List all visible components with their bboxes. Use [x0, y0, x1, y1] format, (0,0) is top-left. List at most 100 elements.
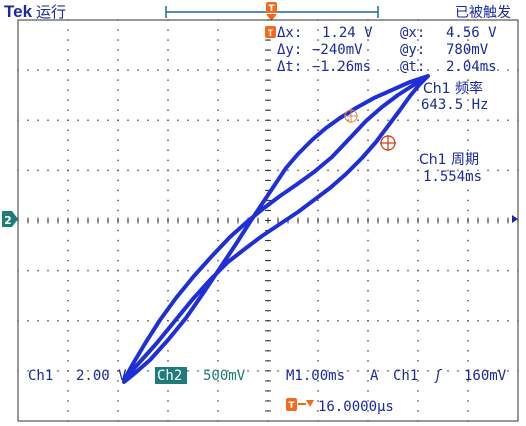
- grid-dot: [217, 279, 219, 282]
- grid-dot: [277, 69, 279, 71]
- grid-dot: [127, 119, 129, 121]
- grid-dot: [367, 169, 369, 172]
- grid-dot: [467, 279, 469, 282]
- grid-dot: [327, 320, 329, 322]
- trigger-source[interactable]: Ch1: [393, 368, 418, 384]
- grid-dot: [117, 249, 119, 252]
- grid-dot: [17, 269, 19, 272]
- ch2-scale[interactable]: 500mV: [203, 368, 246, 384]
- grid-dot: [17, 169, 19, 172]
- brand-logo: Tek: [4, 2, 33, 21]
- grid-dot: [467, 360, 469, 362]
- grid-dot: [347, 320, 349, 322]
- grid-dot: [467, 189, 469, 192]
- grid-dot: [467, 169, 469, 172]
- grid-dot: [347, 69, 349, 71]
- measurement-panel: Ch1 频率 643.5 Hz Ch1 周期 1.554ms: [419, 80, 488, 185]
- grid-dot: [137, 320, 139, 322]
- grid-dot: [297, 320, 299, 322]
- grid-dot: [497, 320, 499, 322]
- grid-dot: [337, 269, 339, 272]
- grid-dot: [357, 169, 359, 172]
- ch2-badge[interactable]: [155, 367, 187, 384]
- grid-dot: [367, 59, 369, 61]
- grid-dot: [117, 99, 119, 101]
- grid-dot: [367, 420, 369, 422]
- cursor-marker-b-icon[interactable]: [380, 135, 396, 151]
- grid-dot: [127, 320, 129, 322]
- grid-dot: [317, 239, 319, 242]
- grid-dot: [317, 189, 319, 192]
- ground-marker-label: 2: [4, 214, 12, 227]
- grid-dot: [217, 69, 219, 71]
- grid-dot: [117, 420, 119, 422]
- trigger-level[interactable]: 160mV: [464, 368, 507, 384]
- grid-dot: [417, 89, 419, 91]
- grid-dot: [147, 370, 149, 372]
- grid-dot: [167, 249, 169, 252]
- grid-dot: [167, 390, 169, 392]
- grid-dot: [367, 239, 369, 242]
- grid-dot: [427, 119, 429, 121]
- grid-dot: [337, 320, 339, 322]
- grid-dot: [467, 249, 469, 252]
- grid-dot: [317, 410, 319, 412]
- grid-dot: [467, 149, 469, 152]
- grid-dot: [167, 229, 169, 232]
- grid-dot: [67, 159, 69, 162]
- grid-dot: [77, 370, 79, 372]
- aty-value: 780mV: [446, 42, 489, 58]
- grid-dot: [367, 199, 369, 202]
- grid-dot: [117, 340, 119, 342]
- grid-dot: [467, 179, 469, 182]
- grid-dot: [217, 139, 219, 141]
- grid-dot: [147, 169, 149, 172]
- grid-dot: [117, 19, 119, 21]
- grid-dot: [467, 259, 469, 262]
- aty-label: @y:: [400, 42, 425, 58]
- grid-dot: [207, 169, 209, 172]
- grid-dot: [117, 300, 119, 302]
- ch1-scale[interactable]: 2.00 V: [76, 368, 127, 384]
- grid-dot: [307, 370, 309, 372]
- grid-dot: [317, 300, 319, 302]
- grid-dot: [337, 69, 339, 71]
- grid-dot: [457, 320, 459, 322]
- grid-dot: [437, 269, 439, 272]
- grid-dot: [167, 300, 169, 302]
- grid-dot: [117, 39, 119, 41]
- grid-dot: [117, 29, 119, 31]
- ch2-label[interactable]: Ch2: [157, 368, 182, 384]
- grid-dot: [377, 119, 379, 121]
- grid-dot: [47, 169, 49, 172]
- grid-dot: [417, 149, 419, 152]
- grid-dot: [367, 79, 369, 81]
- grid-dot: [317, 179, 319, 182]
- grid-dot: [467, 29, 469, 31]
- trigger-position[interactable]: 16.0000µs: [318, 399, 394, 415]
- ch2-ground-marker-icon[interactable]: 2: [2, 211, 18, 227]
- grid-dot: [317, 39, 319, 41]
- grid-dot: [287, 169, 289, 172]
- grid-dot: [117, 390, 119, 392]
- grid-dot: [257, 370, 259, 372]
- grid-dot: [287, 320, 289, 322]
- grid-dot: [157, 69, 159, 71]
- grid-dot: [117, 49, 119, 51]
- grid-dot: [507, 69, 509, 71]
- grid-dot: [367, 179, 369, 182]
- grid-dot: [387, 320, 389, 322]
- cursor-marker-a-icon[interactable]: [344, 109, 358, 123]
- grid-dot: [317, 330, 319, 332]
- grid-dot: [307, 69, 309, 71]
- cursor-readout: T Δx: 1.24 V @x: 4.56 V Δy: −240mV @y: 7…: [265, 25, 497, 75]
- grid-dot: [367, 370, 369, 372]
- grid-dot: [347, 269, 349, 272]
- timebase[interactable]: M1.00ms: [286, 368, 345, 384]
- grid-dot: [147, 269, 149, 272]
- grid-dot: [467, 320, 469, 322]
- trigger-position-icon[interactable]: T: [266, 2, 277, 21]
- grid-dot: [317, 259, 319, 262]
- ch1-label[interactable]: Ch1: [28, 368, 53, 384]
- grid-dot: [487, 119, 489, 121]
